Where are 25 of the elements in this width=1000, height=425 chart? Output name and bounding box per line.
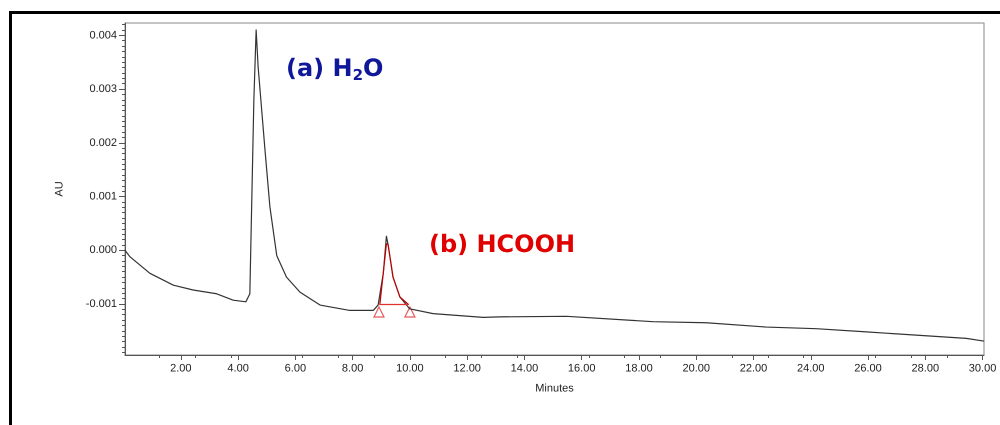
annotation: (b) HCOOH: [429, 230, 576, 258]
x-axis-title: Minutes: [535, 382, 574, 394]
y-tick-label: 0.002: [89, 136, 117, 149]
x-tick-label: 20.00: [682, 362, 710, 374]
x-tick-label: 10.00: [396, 362, 424, 374]
x-tick-label: 12.00: [453, 362, 481, 374]
x-tick-label: 8.00: [342, 362, 364, 374]
x-tick-label: 30.00: [968, 362, 996, 374]
x-tick-label: 22.00: [740, 362, 768, 374]
y-tick-label: 0.003: [89, 83, 117, 96]
y-axis-title: AU: [54, 181, 66, 197]
y-tick-label: 0.004: [89, 29, 117, 42]
x-tick-label: 28.00: [912, 362, 940, 374]
y-tick-label: 0.000: [89, 244, 117, 256]
x-tick-label: 24.00: [797, 362, 825, 374]
y-tick-label: -0.001: [86, 298, 117, 310]
x-tick-label: 4.00: [227, 362, 249, 374]
x-tick-label: 18.00: [625, 362, 653, 374]
x-tick-label: 6.00: [284, 362, 306, 374]
x-tick-label: 26.00: [854, 362, 882, 374]
x-tick-label: 14.00: [510, 362, 538, 374]
x-tick-label: 16.00: [568, 362, 596, 374]
y-tick-label: 0.001: [89, 190, 117, 203]
line-series: [124, 29, 984, 342]
x-tick-label: 2.00: [170, 362, 192, 374]
